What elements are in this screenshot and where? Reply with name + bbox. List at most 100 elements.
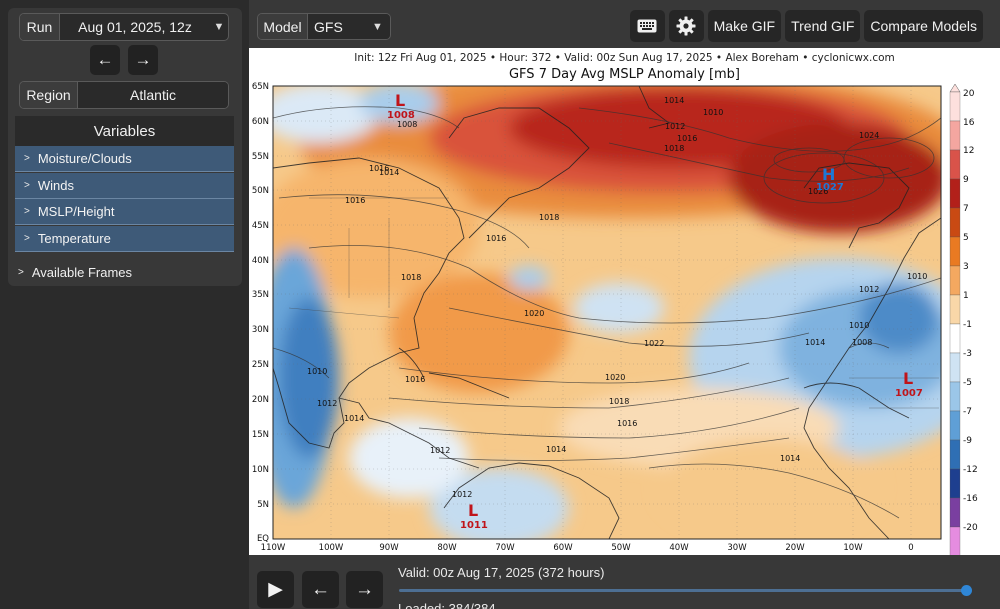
frame-slider-thumb[interactable] [961, 585, 972, 596]
play-button[interactable]: ▶ [257, 571, 294, 608]
isobar-label: 1020 [605, 373, 625, 382]
colorbar-swatch [949, 323, 961, 354]
gear-icon [676, 16, 696, 36]
isobar-label: 1010 [907, 272, 927, 281]
lat-label: 10N [252, 465, 269, 475]
run-label: Run [20, 14, 60, 40]
isobar-label: 1008 [852, 338, 872, 347]
variable-label: MSLP/Height [37, 204, 115, 219]
lat-label: 35N [252, 290, 269, 300]
chevron-right-icon: > [24, 206, 30, 217]
run-value[interactable]: Aug 01, 2025, 12z [78, 19, 192, 35]
run-selector[interactable]: Run Aug 01, 2025, 12z ▼ [19, 13, 229, 41]
step-back-button[interactable]: ← [302, 571, 339, 608]
isobar-label: 1022 [644, 339, 664, 348]
colorbar-label: 7 [963, 204, 969, 214]
chevron-down-icon: ▼ [372, 14, 390, 39]
colorbar-label: -9 [963, 436, 972, 446]
colorbar-label: -5 [963, 378, 972, 388]
settings-button[interactable] [668, 10, 704, 42]
isobar-label: 1012 [452, 490, 472, 499]
compare-models-button[interactable]: Compare Models [864, 10, 983, 42]
variable-label: Moisture/Clouds [37, 151, 132, 166]
variable-mslp-height[interactable]: > MSLP/Height [15, 199, 234, 225]
lat-label: 50N [252, 186, 269, 196]
isobar-label: 1008 [397, 120, 417, 129]
keyboard-button[interactable] [629, 10, 665, 42]
variable-temperature[interactable]: > Temperature [15, 225, 234, 252]
isobar-label: 1018 [539, 213, 559, 222]
colorbar-swatch [949, 120, 961, 151]
isobar-label: 1014 [664, 96, 684, 105]
colorbar-label: -16 [963, 494, 978, 504]
colorbar-swatch [949, 178, 961, 209]
prev-run-button[interactable]: ← [90, 45, 120, 75]
lat-label: 25N [252, 360, 269, 370]
available-frames-toggle[interactable]: > Available Frames [18, 265, 132, 280]
lon-label: 20W [785, 543, 805, 553]
keyboard-icon [637, 19, 657, 33]
colorbar-swatch [949, 497, 961, 528]
lat-label: 45N [252, 221, 269, 231]
isobar-label: 1026 [808, 187, 828, 196]
model-value[interactable]: GFS [308, 14, 372, 39]
isobar-label: 1024 [859, 131, 879, 140]
low-pressure-value: 1007 [895, 388, 923, 399]
playback-bar: ▶ ← → Valid: 00z Aug 17, 2025 (372 hours… [249, 555, 1000, 609]
lat-label: 30N [252, 325, 269, 335]
frame-slider-track[interactable] [399, 589, 969, 592]
lon-label: 80W [437, 543, 457, 553]
isobar-label: 1014 [546, 445, 566, 454]
low-pressure-value: 1011 [460, 520, 488, 531]
low-pressure-symbol: L [468, 501, 478, 520]
map-image[interactable]: Init: 12z Fri Aug 01, 2025 • Hour: 372 •… [249, 48, 1000, 555]
isobar-label: 1018 [609, 397, 629, 406]
isobar-label: 1020 [524, 309, 544, 318]
lat-label: 55N [252, 152, 269, 162]
make-gif-button[interactable]: Make GIF [707, 10, 782, 42]
isobar-label: 1012 [317, 399, 337, 408]
lon-label: 100W [319, 543, 344, 553]
lat-label: 40N [252, 256, 269, 266]
colorbar-swatch [949, 91, 961, 122]
mslp-anomaly-map: 1008 1014 1016 1018 1010 1012 1014 1016 … [252, 82, 978, 555]
chevron-right-icon: > [24, 179, 30, 191]
colorbar-label: 20 [963, 89, 975, 99]
lat-label: 65N [252, 82, 269, 92]
colorbar-arrow-top [949, 83, 961, 93]
step-forward-button[interactable]: → [346, 571, 383, 608]
colorbar-swatch [949, 149, 961, 180]
toolbar: Make GIF Trend GIF Compare Models [629, 10, 983, 42]
colorbar-label: -20 [963, 523, 978, 533]
colorbar-swatch [949, 207, 961, 238]
colorbar-swatch [949, 410, 961, 441]
colorbar-swatch [949, 236, 961, 267]
colorbar-swatch [949, 526, 961, 555]
variable-moisture-clouds[interactable]: > Moisture/Clouds [15, 146, 234, 172]
isobar-label: 1016 [486, 234, 506, 243]
lat-label: 15N [252, 430, 269, 440]
region-selector[interactable]: Region Atlantic [19, 81, 229, 109]
colorbar-swatch [949, 439, 961, 470]
low-pressure-symbol: L [395, 91, 405, 110]
lon-label: 50W [611, 543, 631, 553]
isobar-label: 1016 [369, 164, 389, 173]
chevron-right-icon: > [24, 153, 30, 164]
isobar-label: 1016 [617, 419, 637, 428]
main-panel: Model GFS ▼ [249, 0, 1000, 609]
variable-winds[interactable]: > Winds [15, 172, 234, 199]
model-selector[interactable]: Model GFS ▼ [257, 13, 391, 40]
next-run-button[interactable]: → [128, 45, 158, 75]
colorbar-label: 5 [963, 233, 969, 243]
lon-label: 0 [908, 543, 913, 553]
high-pressure-symbol: H [822, 165, 835, 184]
region-label: Region [20, 82, 78, 108]
variables-list: > Moisture/Clouds > Winds > MSLP/Height > Te… [15, 146, 234, 252]
colorbar-label: -12 [963, 465, 978, 475]
low-pressure-symbol: L [903, 369, 913, 388]
isobar-label: 1012 [859, 285, 879, 294]
colorbar [949, 83, 961, 555]
isobar-label: 1014 [379, 168, 399, 177]
trend-gif-button[interactable]: Trend GIF [785, 10, 861, 42]
region-value[interactable]: Atlantic [78, 82, 228, 108]
